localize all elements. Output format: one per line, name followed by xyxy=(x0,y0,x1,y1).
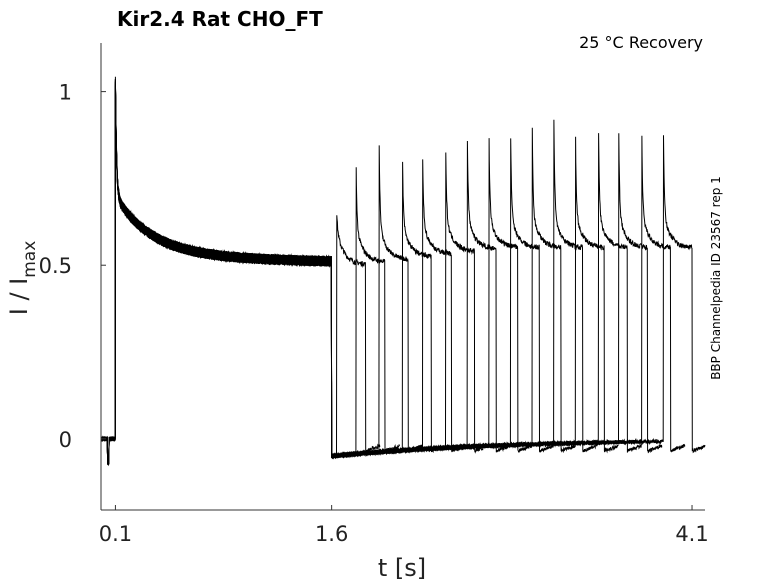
chart-title: Kir2.4 Rat CHO_FT xyxy=(117,7,323,31)
sweep-trace-3 xyxy=(100,84,423,465)
sweep-trace-9 xyxy=(100,76,555,466)
traces xyxy=(100,76,706,467)
x-axis-label: t [s] xyxy=(378,554,426,582)
y-axis-label-main: I / I xyxy=(5,278,33,316)
sweep-trace-5 xyxy=(100,86,467,465)
x-tick-label: 1.6 xyxy=(315,522,348,546)
chart-subtitle: 25 °C Recovery xyxy=(579,33,703,52)
x-tick-label: 0.1 xyxy=(99,522,132,546)
sweep-trace-10 xyxy=(100,85,576,465)
y-tick-label: 0.5 xyxy=(39,254,72,278)
sweep-trace-11 xyxy=(100,85,598,466)
sweep-trace-16 xyxy=(100,79,706,466)
y-axis-label-sub: max xyxy=(20,241,40,278)
y-tick-label: 0 xyxy=(59,428,72,452)
sweep-trace-12 xyxy=(100,79,619,466)
sweep-trace-1 xyxy=(100,82,381,465)
ticks: 0.1 1.6 4.1 0 0.5 1 xyxy=(39,81,709,546)
x-tick-label: 4.1 xyxy=(675,522,708,546)
y-axis-label: I / Imax xyxy=(5,241,40,316)
sweep-trace-7 xyxy=(100,78,511,465)
sweep-trace-2 xyxy=(100,82,400,464)
side-label: BBP Channelpedia ID 23567 rep 1 xyxy=(709,176,723,380)
sweep-trace-14 xyxy=(100,81,663,465)
sweep-trace-4 xyxy=(100,80,446,465)
y-tick-label: 1 xyxy=(59,81,72,105)
sweep-trace-15 xyxy=(100,83,686,465)
